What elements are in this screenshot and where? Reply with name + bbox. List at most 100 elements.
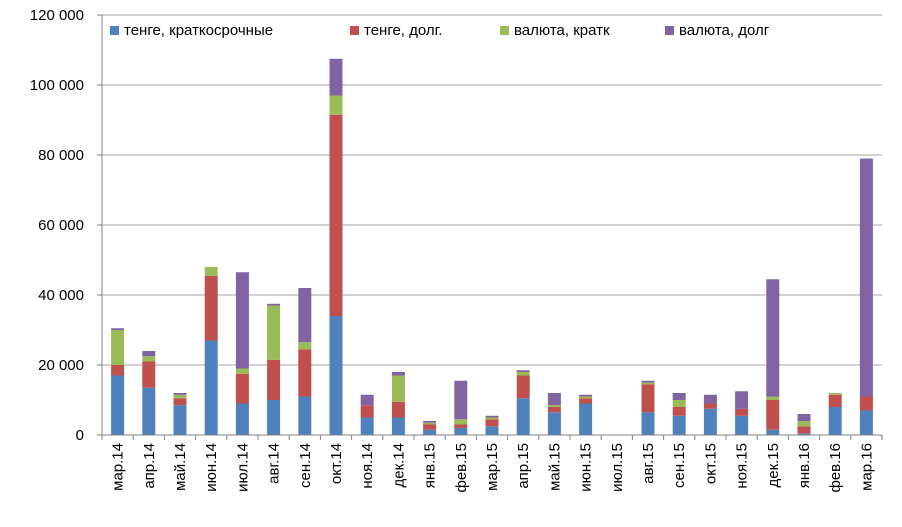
bar-segment (516, 370, 530, 372)
bar-segment (516, 398, 530, 435)
bar-segment (454, 428, 468, 435)
bar-segment (766, 400, 780, 430)
bar-segment (173, 405, 187, 435)
bar-segment (641, 380, 655, 383)
x-tick-label: ноя.14 (359, 443, 376, 489)
x-tick-label: май.14 (172, 443, 189, 491)
legend-label: тенге, долг. (364, 22, 442, 39)
bar-segment (797, 414, 811, 421)
bar-segment (859, 158, 873, 397)
bar-segment (235, 403, 249, 435)
bar-segment (454, 424, 468, 428)
x-tick-label: мар.15 (484, 443, 501, 491)
bar-segment (267, 305, 281, 360)
x-axis: мар.14 апр.14 май.14 июн.14 июл.14 авг.14 сен.… (101, 434, 883, 493)
bar-segment (329, 58, 343, 96)
legend-swatch (350, 26, 359, 35)
bar-segment (672, 415, 686, 435)
bar-segment (111, 328, 125, 330)
bar-segment (547, 393, 561, 406)
legend-label: валюта, долг (679, 22, 770, 39)
bar-segment (298, 342, 312, 350)
bar-segment (111, 375, 125, 435)
bar-segment (329, 316, 343, 435)
y-axis: 0 20 000 40 000 60 000 80 000 100 000 120 000 (30, 7, 103, 444)
x-tick-label: янв.15 (422, 443, 439, 488)
bar-segment (485, 426, 499, 435)
bar-segment (204, 267, 218, 276)
y-tick-label: 60 000 (38, 217, 84, 234)
bar-segment (235, 368, 249, 374)
bar-segment (485, 417, 499, 420)
bar-segment (703, 403, 717, 409)
bar-segment (235, 373, 249, 404)
bar-segment (828, 407, 842, 435)
bar-segment (859, 410, 873, 435)
x-tick-label: дек.15 (765, 443, 782, 488)
legend-label: валюта, кратк (514, 22, 610, 39)
bar-segment (391, 372, 405, 376)
bar-segment (454, 380, 468, 420)
bar-segment (423, 422, 437, 425)
bar-segment (391, 401, 405, 418)
bar-segment (516, 372, 530, 376)
bar-segment (423, 429, 437, 435)
bar-segment (641, 384, 655, 413)
bar-segment (267, 303, 281, 306)
bar-segment (797, 433, 811, 435)
bar-segment (111, 365, 125, 376)
bar-segment (703, 394, 717, 404)
bar-segment (547, 405, 561, 407)
bars (111, 58, 873, 435)
legend-swatch (500, 26, 509, 35)
bar-segment (579, 403, 593, 435)
bar-segment (828, 394, 842, 407)
x-tick-label: фев.16 (827, 443, 844, 493)
x-tick-label: апр.15 (515, 443, 532, 489)
x-tick-label: сен.14 (297, 443, 314, 488)
bar-segment (360, 405, 374, 418)
bar-segment (579, 396, 593, 399)
bar-segment (173, 398, 187, 406)
x-tick-label: мар.14 (110, 443, 127, 491)
y-tick-label: 20 000 (38, 357, 84, 374)
gridlines (102, 14, 882, 436)
bar-segment (766, 429, 780, 435)
bar-segment (641, 412, 655, 435)
bar-segment (579, 398, 593, 404)
bar-segment (173, 394, 187, 399)
y-tick-label: 120 000 (30, 7, 84, 24)
bar-segment (828, 393, 842, 395)
bar-segment (672, 407, 686, 416)
bar-segment (423, 424, 437, 430)
x-tick-label: май.15 (546, 443, 563, 491)
bar-segment (204, 340, 218, 435)
x-tick-label: окт.14 (328, 443, 345, 484)
bar-segment (204, 275, 218, 341)
x-tick-label: июл.14 (234, 443, 251, 492)
bar-segment (672, 400, 686, 407)
bar-segment (235, 272, 249, 369)
bar-segment (672, 393, 686, 400)
bar-segment (797, 421, 811, 427)
y-tick-label: 100 000 (30, 77, 84, 94)
y-tick-label: 80 000 (38, 147, 84, 164)
legend: тенге, краткосрочные тенге, долг. валюта, … (110, 22, 770, 39)
bar-segment (485, 419, 499, 427)
bar-segment (485, 415, 499, 418)
bar-segment (267, 400, 281, 435)
bar-segment (267, 359, 281, 400)
legend-swatch (665, 26, 674, 35)
x-tick-label: авг.15 (640, 443, 657, 484)
bar-segment (391, 417, 405, 435)
y-tick-label: 0 (76, 427, 84, 444)
x-tick-label: апр.14 (141, 443, 158, 489)
bar-segment (735, 408, 749, 416)
bar-segment (516, 375, 530, 399)
bar-segment (142, 387, 156, 435)
x-tick-label: дек.14 (390, 443, 407, 488)
x-tick-label: июн.15 (578, 443, 595, 492)
bar-segment (423, 421, 437, 423)
bar-segment (111, 330, 125, 365)
